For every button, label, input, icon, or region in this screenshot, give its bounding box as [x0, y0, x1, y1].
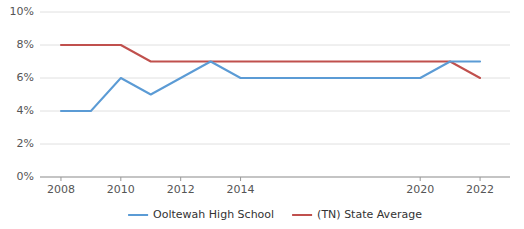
series-line: [61, 45, 480, 78]
y-tick-label: 8%: [17, 38, 34, 51]
series-group: [61, 45, 480, 111]
grid: [40, 12, 510, 177]
x-tick-label: 2020: [406, 183, 434, 196]
y-tick-label: 10%: [10, 5, 34, 18]
x-tick: [420, 177, 421, 181]
grid-line: [40, 111, 510, 112]
legend-label: Ooltewah High School: [153, 208, 274, 221]
legend-swatch: [128, 214, 148, 216]
legend-label: (TN) State Average: [317, 208, 422, 221]
series-line: [61, 62, 480, 112]
chart: 0% 2% 4% 6% 8% 10% 2008 2010 2012 2014 2020 2022 Ool…: [0, 0, 524, 229]
y-tick-label: 2%: [17, 137, 34, 150]
x-tick: [120, 177, 121, 181]
x-axis-line: [40, 177, 510, 178]
x-tick: [60, 177, 61, 181]
legend-swatch: [292, 214, 312, 216]
x-tick: [480, 177, 481, 181]
x-tick: [180, 177, 181, 181]
x-tick-label: 2014: [227, 183, 255, 196]
grid-line: [40, 144, 510, 145]
legend-item: (TN) State Average: [292, 208, 422, 221]
x-tick-label: 2010: [107, 183, 135, 196]
x-tick-label: 2008: [47, 183, 75, 196]
legend-item: Ooltewah High School: [128, 208, 274, 221]
grid-line: [40, 12, 510, 13]
y-tick-label: 0%: [17, 170, 34, 183]
legend: Ooltewah High School (TN) State Average: [128, 208, 422, 221]
y-tick-label: 6%: [17, 71, 34, 84]
y-tick-label: 4%: [17, 104, 34, 117]
x-tick-label: 2022: [466, 183, 494, 196]
x-tick-label: 2012: [167, 183, 195, 196]
grid-line: [40, 177, 510, 178]
x-tick: [240, 177, 241, 181]
